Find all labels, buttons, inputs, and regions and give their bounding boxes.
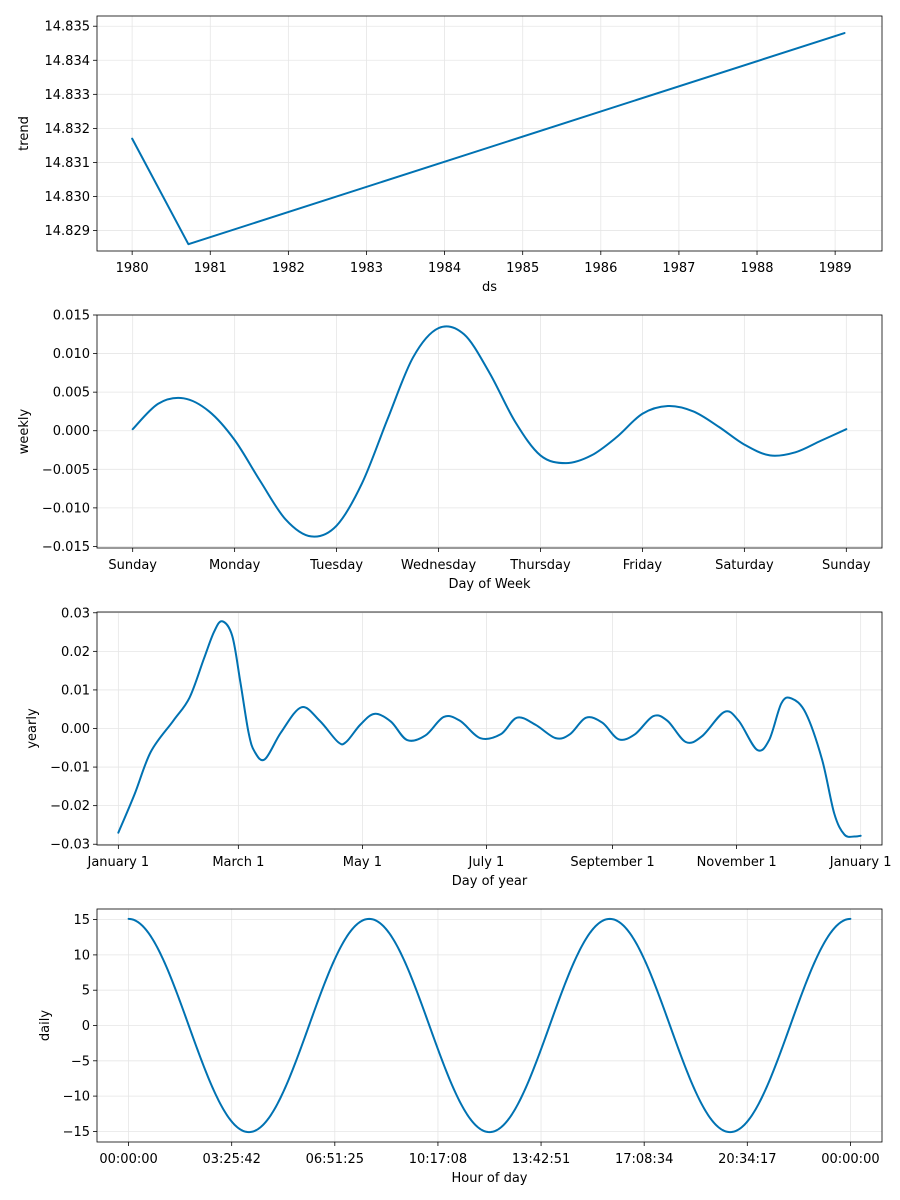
x-tick-label: 1987 [662, 261, 695, 276]
x-tick-label: Wednesday [401, 558, 477, 573]
x-tick-label: Sunday [822, 558, 871, 573]
axes-frame [96, 15, 883, 252]
y-tick-label: 15 [73, 913, 90, 928]
y-tick-label: 10 [73, 948, 90, 963]
x-tick-label: 1988 [740, 261, 773, 276]
y-tick-label: 14.834 [45, 54, 91, 69]
y-tick-label: −0.02 [50, 799, 90, 814]
y-axis-label: weekly [17, 408, 32, 454]
x-axis-label: Day of Week [448, 577, 531, 592]
panel-weekly: Sunday Monday Tuesday Wednesday Thursday Frid… [17, 309, 883, 592]
x-tick-label: 1982 [272, 261, 305, 276]
y-tick-label: 5 [82, 984, 90, 999]
x-tick-label: Thursday [509, 558, 571, 573]
y-tick-label: 0.00 [61, 722, 90, 737]
x-axis-label: Day of year [452, 874, 528, 889]
x-tick-label: 00:00:00 [821, 1152, 879, 1167]
x-tick-label: November 1 [697, 855, 777, 870]
y-tick-label: 14.830 [45, 190, 91, 205]
x-tick-label: 1980 [116, 261, 149, 276]
x-tick-label: January 1 [87, 855, 150, 870]
y-tick-label: −10 [63, 1090, 90, 1105]
x-tick-label: 13:42:51 [512, 1152, 570, 1167]
trend-series-line [131, 32, 846, 246]
x-tick-label: 20:34:17 [718, 1152, 776, 1167]
x-tick-label: 03:25:42 [202, 1152, 260, 1167]
x-tick-label: 1981 [194, 261, 227, 276]
x-tick-label: 1984 [428, 261, 461, 276]
y-tick-label: −0.01 [50, 761, 90, 776]
y-tick-label: 0.01 [61, 683, 90, 698]
y-tick-label: −5 [71, 1054, 90, 1069]
yearly-series-line [117, 620, 862, 838]
y-tick-label: 0.02 [61, 645, 90, 660]
y-tick-label: 14.833 [45, 88, 91, 103]
y-tick-label: 0.005 [53, 386, 90, 401]
y-tick-label: 14.832 [45, 122, 91, 137]
x-tick-label: Friday [623, 558, 663, 573]
y-tick-label: 0.015 [53, 309, 90, 324]
x-tick-label: 00:00:00 [99, 1152, 157, 1167]
panel-daily: 00:00:00 03:25:42 06:51:25 10:17:08 13:42:51… [38, 908, 883, 1186]
x-tick-label: September 1 [570, 855, 654, 870]
y-tick-label: 14.835 [45, 20, 91, 35]
x-tick-label: 06:51:25 [306, 1152, 364, 1167]
x-tick-label: 1985 [506, 261, 539, 276]
x-tick-label: 1989 [819, 261, 852, 276]
axes-frame [96, 314, 883, 549]
y-axis-label: trend [17, 116, 32, 151]
y-tick-label: 14.829 [45, 224, 91, 239]
y-tick-label: −0.015 [42, 540, 90, 555]
x-tick-label: 17:08:34 [615, 1152, 673, 1167]
x-tick-label: March 1 [212, 855, 264, 870]
x-tick-label: 1986 [584, 261, 617, 276]
x-tick-label: Monday [209, 558, 261, 573]
panel-yearly: January 1 March 1 May 1 July 1 September 1 No… [25, 606, 891, 889]
x-tick-label: 10:17:08 [409, 1152, 467, 1167]
y-tick-label: −0.03 [50, 838, 90, 853]
y-tick-label: −0.010 [42, 501, 90, 516]
x-tick-label: Sunday [108, 558, 157, 573]
y-axis-label: yearly [25, 708, 40, 749]
x-axis-label: Hour of day [451, 1171, 527, 1186]
y-tick-label: −15 [63, 1125, 90, 1140]
x-tick-label: Tuesday [309, 558, 363, 573]
x-tick-label: January 1 [829, 855, 892, 870]
panel-trend: 1980 1981 1982 1983 1984 1985 1986 1987 1988 1989… [17, 15, 883, 295]
y-tick-label: 0.000 [53, 424, 90, 439]
x-tick-label: Saturday [715, 558, 774, 573]
x-tick-label: May 1 [343, 855, 382, 870]
y-tick-label: 14.831 [45, 156, 91, 171]
x-axis-label: ds [482, 280, 497, 295]
y-tick-label: 0.010 [53, 347, 90, 362]
y-tick-label: 0.03 [61, 606, 90, 621]
daily-series-line [127, 917, 852, 1134]
y-tick-label: −0.005 [42, 463, 90, 478]
x-tick-label: July 1 [468, 855, 505, 870]
y-axis-label: daily [38, 1010, 53, 1041]
weekly-series-line [131, 325, 848, 538]
x-tick-label: 1983 [350, 261, 383, 276]
y-tick-label: 0 [82, 1019, 90, 1034]
